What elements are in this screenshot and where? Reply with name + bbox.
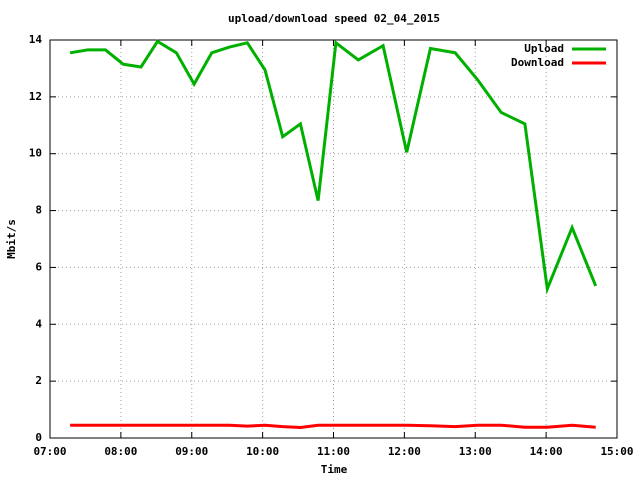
y-tick-label: 8 <box>35 204 42 217</box>
y-tick-label: 0 <box>35 431 42 444</box>
x-tick-label: 15:00 <box>600 445 633 458</box>
x-tick-label: 13:00 <box>459 445 492 458</box>
x-tick-label: 07:00 <box>33 445 66 458</box>
y-tick-label: 14 <box>29 33 43 46</box>
x-tick-label: 14:00 <box>530 445 563 458</box>
y-tick-label: 10 <box>29 147 42 160</box>
x-tick-label: 11:00 <box>317 445 350 458</box>
x-axis-label: Time <box>321 463 348 476</box>
x-tick-label: 08:00 <box>104 445 137 458</box>
series-line <box>69 39 598 295</box>
series-line <box>70 423 596 430</box>
legend-label: Upload <box>524 42 564 55</box>
plot-border <box>49 39 618 439</box>
y-tick-label: 4 <box>35 317 42 330</box>
y-tick-label: 2 <box>35 374 42 387</box>
x-tick-label: 09:00 <box>175 445 208 458</box>
y-tick-label: 12 <box>29 90 42 103</box>
chart-title: upload/download speed 02_04_2015 <box>228 12 440 25</box>
x-tick-label: 10:00 <box>246 445 279 458</box>
x-tick-label: 12:00 <box>388 445 421 458</box>
y-tick-label: 6 <box>35 260 42 273</box>
legend-label: Download <box>511 56 564 69</box>
y-axis-label: Mbit/s <box>5 219 18 259</box>
